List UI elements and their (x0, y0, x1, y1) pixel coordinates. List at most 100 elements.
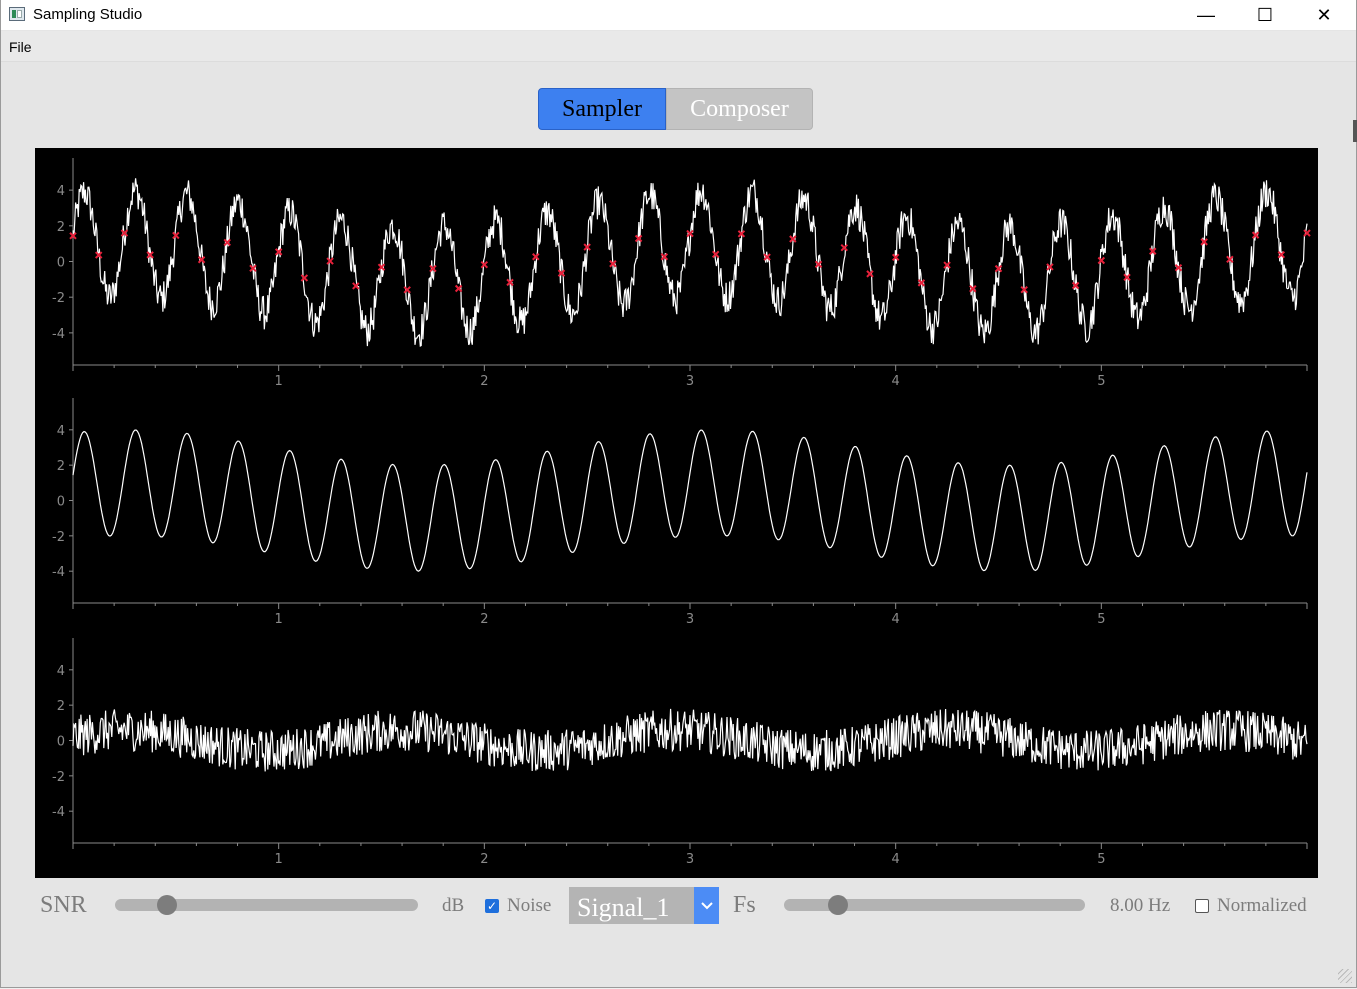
sample-marker (1046, 263, 1054, 271)
noise-checkbox[interactable]: ✓ (485, 899, 499, 913)
sample-marker (1226, 255, 1234, 263)
sample-marker (840, 243, 848, 252)
menu-bar: File (1, 31, 1356, 62)
x-tick-label: 2 (480, 852, 488, 867)
x-tick-label: 5 (1097, 374, 1105, 389)
sample-marker (917, 279, 926, 287)
snr-slider-handle[interactable] (156, 895, 177, 915)
minimize-button[interactable]: — (1197, 4, 1215, 25)
sample-marker-stroke (249, 264, 257, 272)
normalized-checkbox[interactable] (1195, 899, 1209, 913)
signal-line (72, 429, 1308, 572)
title-bar: Sampling Studio — ☐ ✕ (1, 0, 1356, 30)
sample-marker-stroke (326, 257, 334, 265)
signal-select[interactable]: Signal_1 (569, 887, 719, 924)
fs-slider[interactable] (784, 895, 1085, 915)
sample-marker (634, 234, 643, 243)
signal-line (72, 178, 1308, 347)
plot-panel-3: 4 2 0 -2 -4 1 2 3 4 5 (52, 638, 1308, 867)
sample-marker (712, 250, 720, 259)
sample-marker (480, 260, 489, 269)
x-tick-label: 3 (686, 612, 694, 627)
sample-marker-stroke (377, 263, 386, 271)
window-title: Sampling Studio (33, 6, 143, 23)
plot-panel-2: 4 2 0 -2 -4 1 2 3 4 5 (52, 398, 1308, 627)
sample-marker-stroke (197, 256, 206, 264)
db-label: dB (442, 895, 465, 916)
y-tick-label: -4 (52, 805, 65, 820)
sample-marker (120, 229, 129, 237)
sample-marker (377, 263, 386, 271)
control-bar: SNR dB ✓ Noise Signal_1 Fs 8.00 Hz Norma… (1, 880, 1356, 932)
x-tick-label: 5 (1097, 852, 1105, 867)
sample-marker (506, 278, 514, 287)
sample-marker (660, 253, 668, 261)
sample-marker-stroke (1097, 256, 1106, 265)
sample-marker-stroke (1303, 229, 1311, 237)
sample-marker (1303, 229, 1311, 237)
y-tick-label: 0 (57, 495, 65, 510)
x-tick-label: 5 (1097, 612, 1105, 627)
plots-svg: 4 2 0 -2 -4 1 2 3 4 5 4 2 0 -2 -4 1 2 3 4 5 4 2 0 -2 -4 1 2 3 4 5 (52, 158, 1311, 867)
sample-marker-stroke (917, 279, 926, 287)
sample-marker (814, 260, 823, 269)
snr-label: SNR (40, 892, 87, 918)
sample-marker (1277, 251, 1285, 259)
sample-marker (1071, 281, 1080, 290)
sample-marker-stroke (454, 284, 463, 293)
sample-marker (1251, 231, 1260, 239)
sample-marker-stroke (840, 243, 848, 252)
sample-marker-stroke (789, 235, 797, 243)
sample-marker-stroke (300, 274, 309, 282)
sample-marker-stroke (686, 229, 694, 238)
sample-marker-stroke (557, 269, 566, 277)
sample-marker-stroke (763, 253, 771, 261)
menu-file[interactable]: File (9, 39, 32, 55)
sample-marker (532, 253, 540, 261)
sample-marker (300, 274, 309, 282)
x-tick-label: 2 (480, 374, 488, 389)
sample-marker-stroke (69, 232, 77, 240)
sample-marker-stroke (480, 260, 489, 269)
y-tick-label: -2 (52, 770, 65, 785)
sample-marker (737, 230, 746, 238)
y-tick-label: 2 (57, 699, 65, 714)
resize-grip[interactable] (1338, 969, 1352, 983)
fs-label: Fs (733, 892, 756, 918)
signal-line (72, 708, 1308, 772)
noise-label: Noise (507, 895, 552, 916)
sample-marker-stroke (737, 230, 746, 238)
sample-marker-stroke (1149, 247, 1157, 255)
sample-marker (172, 231, 180, 240)
plot-panel-1: 4 2 0 -2 -4 1 2 3 4 5 (52, 158, 1311, 389)
tab-composer[interactable]: Composer (666, 88, 813, 130)
close-button[interactable]: ✕ (1316, 4, 1332, 25)
sample-marker (429, 264, 437, 273)
sample-marker-stroke (172, 231, 180, 240)
sample-marker (1200, 238, 1208, 246)
sample-marker (557, 269, 566, 277)
sample-marker (686, 229, 694, 238)
sample-marker-stroke (1251, 231, 1260, 239)
fs-slider-handle[interactable] (828, 895, 849, 915)
fs-readout: 8.00 Hz (1110, 895, 1171, 916)
tab-sampler[interactable]: Sampler (538, 88, 666, 130)
y-tick-label: 4 (57, 424, 65, 439)
sample-marker (454, 284, 463, 293)
sample-marker-stroke (146, 251, 154, 259)
sample-marker-stroke (506, 278, 514, 287)
y-tick-label: -2 (52, 291, 65, 306)
snr-slider[interactable] (115, 895, 418, 915)
sample-marker (352, 282, 360, 290)
x-tick-label: 4 (892, 374, 900, 389)
chevron-down-icon[interactable] (694, 887, 719, 924)
sample-marker-stroke (866, 270, 874, 278)
sample-marker-stroke (403, 286, 411, 294)
sample-marker-stroke (583, 243, 591, 251)
sample-marker-stroke (95, 251, 103, 259)
x-tick-label: 2 (480, 612, 488, 627)
maximize-button[interactable]: ☐ (1256, 4, 1274, 25)
sample-marker-stroke (1020, 285, 1028, 294)
sample-marker (249, 264, 257, 272)
